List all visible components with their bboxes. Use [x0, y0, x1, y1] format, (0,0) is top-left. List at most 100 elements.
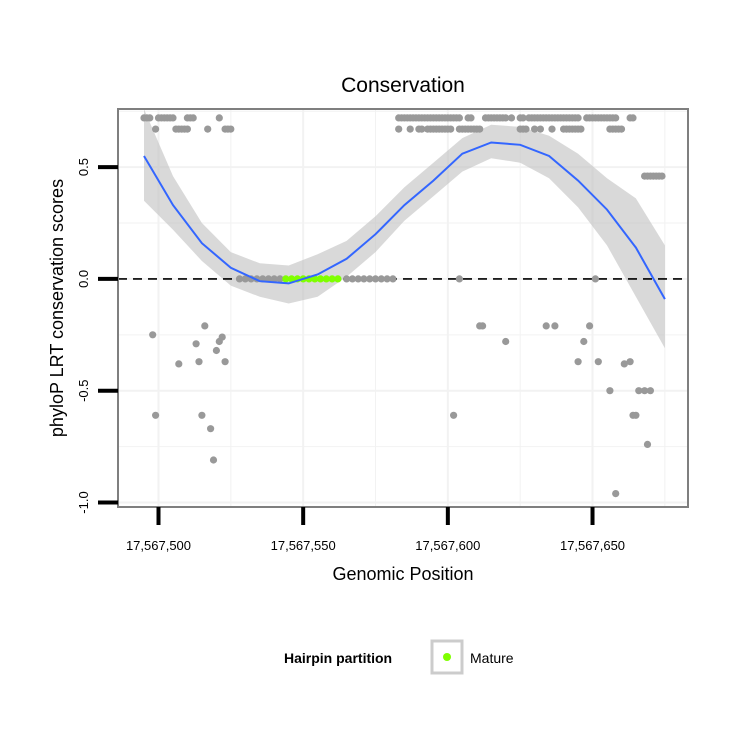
data-point	[620, 360, 628, 368]
ribbon-layer	[144, 109, 665, 349]
data-point	[149, 331, 157, 339]
data-point	[235, 275, 244, 283]
legend: Hairpin partition Mature	[284, 639, 514, 675]
data-point	[635, 387, 643, 395]
data-point	[551, 322, 559, 330]
data-point	[455, 114, 463, 122]
data-point	[658, 172, 666, 180]
data-point	[192, 340, 200, 348]
data-point	[209, 456, 218, 464]
data-point	[169, 114, 177, 122]
data-point	[212, 346, 220, 355]
data-point	[264, 275, 273, 283]
smooth-fit-line	[143, 141, 666, 300]
x-tick-label: 17,567,650	[560, 538, 625, 553]
chart-title: Conservation	[341, 74, 465, 97]
mature-data-point	[334, 275, 342, 283]
data-point	[418, 125, 426, 133]
data-point	[522, 125, 530, 133]
data-point	[146, 114, 154, 122]
data-point	[629, 114, 637, 122]
data-point	[201, 322, 209, 330]
data-point	[502, 114, 510, 122]
data-point	[536, 125, 545, 133]
y-tick-label: 0.5	[76, 158, 91, 176]
legend-label-mature: Mature	[470, 650, 514, 666]
data-point	[531, 125, 539, 133]
x-axis-title: Genomic Position	[332, 564, 473, 584]
data-point	[612, 114, 620, 122]
data-point	[502, 337, 510, 346]
data-point	[276, 275, 284, 283]
data-point	[641, 387, 649, 395]
data-point	[632, 411, 640, 419]
data-point	[175, 360, 183, 368]
legend-key-mature-dot	[443, 653, 451, 661]
data-point	[395, 125, 403, 133]
data-point	[366, 275, 374, 283]
mature-data-point	[316, 275, 325, 283]
data-point	[371, 275, 380, 283]
data-point	[406, 125, 414, 133]
y-tick-label: 0.0	[76, 270, 91, 288]
mature-data-point	[328, 275, 336, 283]
data-point	[198, 411, 206, 419]
data-point	[377, 275, 385, 283]
confidence-ribbon	[144, 109, 665, 349]
data-point	[343, 275, 351, 283]
data-point	[643, 440, 652, 448]
data-point	[218, 333, 226, 341]
data-point	[476, 125, 484, 133]
data-point	[479, 322, 487, 330]
x-tick-label: 17,567,550	[271, 538, 336, 553]
data-point	[227, 125, 235, 133]
legend-title: Hairpin partition	[284, 650, 392, 666]
x-axis: 17,567,500 17,567,550 17,567,600 17,567,650	[126, 507, 625, 553]
data-point	[447, 125, 455, 133]
data-point	[594, 358, 602, 366]
data-point	[450, 411, 458, 419]
data-point	[389, 275, 397, 283]
data-point	[360, 275, 368, 283]
x-tick-label: 17,567,500	[126, 538, 191, 553]
data-point	[626, 358, 634, 366]
data-point	[606, 387, 614, 395]
data-point	[189, 114, 197, 122]
data-point	[354, 275, 362, 283]
data-point	[580, 337, 588, 346]
data-point	[204, 125, 212, 133]
data-point	[646, 387, 655, 395]
data-point	[221, 358, 229, 366]
grid-layer	[118, 109, 688, 507]
data-point	[348, 275, 356, 283]
data-point	[383, 275, 391, 283]
data-point	[591, 275, 600, 283]
data-point	[507, 114, 516, 122]
mature-data-point	[311, 275, 319, 283]
data-point	[577, 125, 585, 133]
data-point	[574, 358, 582, 366]
mature-data-point	[322, 275, 330, 283]
data-point	[467, 114, 475, 122]
points-layer	[140, 114, 666, 498]
data-point	[455, 275, 463, 283]
x-tick-label: 17,567,600	[415, 538, 480, 553]
panel-border	[117, 108, 689, 508]
data-point	[152, 411, 160, 419]
data-point	[207, 425, 215, 433]
data-point	[215, 114, 223, 122]
legend-key-box	[430, 639, 464, 675]
y-tick-label: -1.0	[76, 491, 91, 513]
data-point	[548, 125, 556, 133]
y-tick-label: -0.5	[76, 379, 91, 401]
data-point	[617, 125, 626, 133]
data-point	[612, 490, 620, 498]
data-point	[519, 114, 527, 122]
mature-data-point	[288, 275, 296, 283]
data-point	[586, 322, 594, 330]
y-axis: -1.0 -0.5 0.0 0.5	[76, 158, 118, 514]
smooth-line-layer	[143, 141, 666, 300]
mature-data-point	[282, 275, 290, 283]
